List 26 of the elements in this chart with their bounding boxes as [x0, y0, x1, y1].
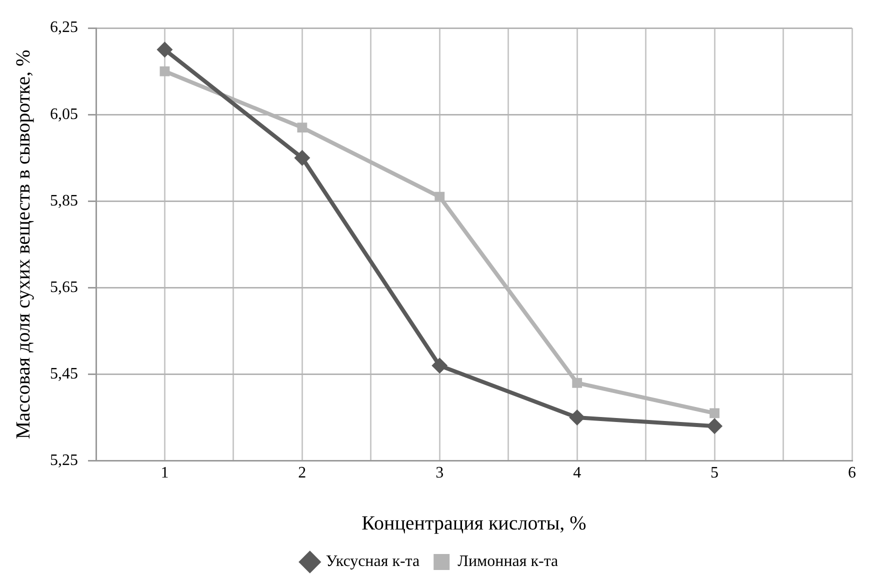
y-tick-label: 5,25	[50, 452, 78, 470]
point	[160, 66, 170, 76]
x-tick-label: 1	[160, 464, 169, 482]
y-axis-title: Массовая доля сухих веществ в сыворотке, %	[12, 50, 34, 440]
point	[432, 358, 448, 374]
x-tick-label: 4	[573, 464, 582, 482]
point	[569, 410, 586, 426]
x-tick-label: 5	[710, 464, 719, 482]
y-tick-label: 5,85	[50, 192, 78, 210]
point	[434, 192, 445, 202]
point	[710, 408, 720, 418]
point	[297, 122, 308, 132]
x-tick-label: 2	[298, 464, 306, 482]
x-tick-label: 3	[436, 464, 444, 482]
point	[294, 150, 310, 166]
y-tick-label: 6,05	[50, 106, 78, 123]
legend-label: Уксусная к-та	[326, 553, 420, 570]
legend-label: Лимонная к-та	[458, 553, 558, 570]
point	[706, 418, 723, 434]
point	[156, 42, 173, 58]
y-tick-label: 5,65	[50, 278, 78, 296]
point	[572, 378, 582, 388]
y-tick-label: 5,45	[50, 365, 78, 382]
x-axis-title: Концентрация кислоты, %	[362, 512, 586, 534]
y-tick-label: 6,25	[50, 19, 78, 36]
x-tick-label: 6	[848, 464, 856, 482]
